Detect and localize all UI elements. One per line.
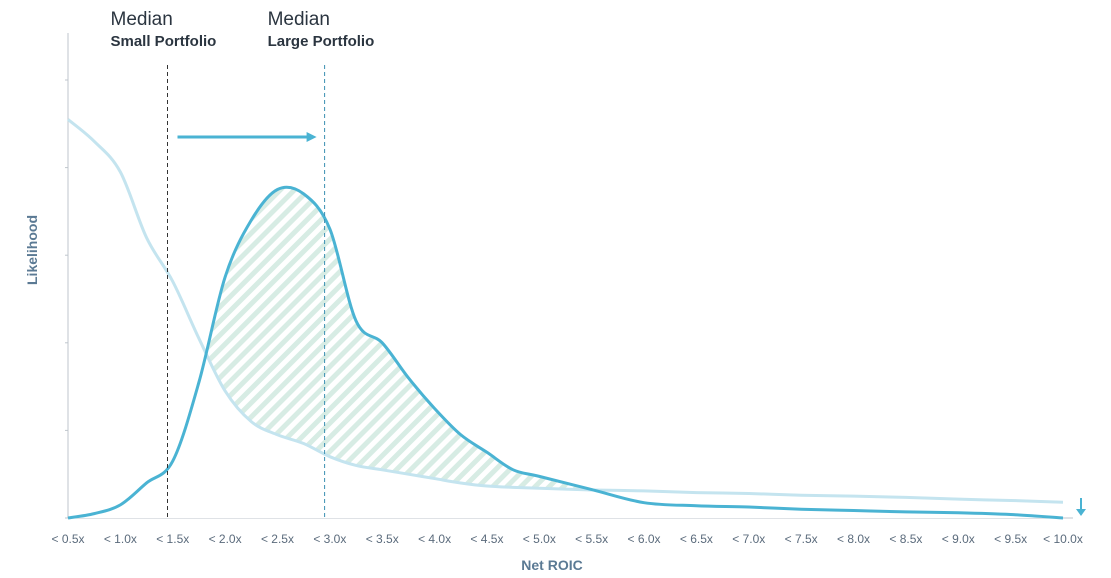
x-tick-label: < 1.5x bbox=[156, 532, 189, 546]
x-tick-label: < 4.0x bbox=[418, 532, 451, 546]
series-lines bbox=[67, 118, 1064, 520]
x-tick-label: < 0.5x bbox=[51, 532, 84, 546]
x-tick-label: < 6.5x bbox=[680, 532, 713, 546]
x-axis-title: Net ROIC bbox=[521, 557, 582, 573]
x-tick-label: < 8.5x bbox=[889, 532, 922, 546]
x-tick-label: < 3.5x bbox=[366, 532, 399, 546]
large-portfolio-line bbox=[67, 185, 1064, 520]
x-tick-label: < 9.0x bbox=[942, 532, 975, 546]
x-tick-label: < 9.5x bbox=[994, 532, 1027, 546]
x-tick-label: < 2.5x bbox=[261, 532, 294, 546]
shaded-advantage-region bbox=[68, 187, 1063, 518]
down-arrow-icon bbox=[1076, 509, 1086, 516]
x-tick-label: < 5.5x bbox=[575, 532, 608, 546]
x-tick-label: < 3.0x bbox=[313, 532, 346, 546]
x-tick-label: < 5.0x bbox=[523, 532, 556, 546]
x-tick-label: < 4.5x bbox=[470, 532, 503, 546]
small-portfolio-line bbox=[67, 118, 1064, 504]
median-label: Large Portfolio bbox=[268, 33, 375, 50]
median-label: Small Portfolio bbox=[111, 33, 217, 50]
x-tick-label: < 2.0x bbox=[209, 532, 242, 546]
median-title: Median bbox=[268, 9, 330, 30]
x-tick-label: < 8.0x bbox=[837, 532, 870, 546]
median-title: Median bbox=[111, 9, 173, 30]
shift-arrow-icon bbox=[306, 132, 317, 142]
y-axis-title: Likelihood bbox=[24, 215, 40, 285]
x-tick-labels: < 0.5x < 1.0x < 1.5x < 2.0x < 2.5x < 3.0x < 3.… bbox=[51, 532, 1082, 546]
shade-clip-group bbox=[68, 187, 1063, 518]
x-tick-label: < 7.5x bbox=[785, 532, 818, 546]
x-tick-label: < 1.0x bbox=[104, 532, 137, 546]
x-tick-label: < 7.0x bbox=[732, 532, 765, 546]
x-tick-label: < 6.0x bbox=[628, 532, 661, 546]
median-markers: Median Small Portfolio Median Large Portfol… bbox=[111, 9, 1086, 518]
x-tick-label: < 10.0x bbox=[1043, 532, 1083, 546]
